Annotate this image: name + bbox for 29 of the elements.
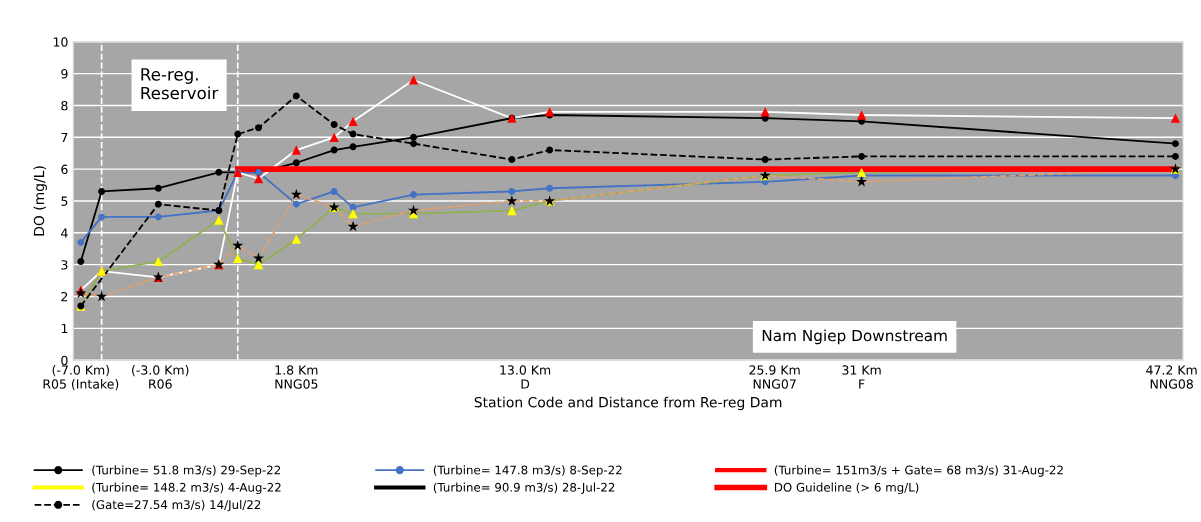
- legend-label: (Turbine= 151m3/s + Gate= 68 m3/s) 31-Aug-22: [774, 465, 1063, 477]
- legend-label: DO Guideline (> 6 mg/L): [774, 482, 919, 495]
- legend-label: (Turbine= 51.8 m3/s) 29-Sep-22: [92, 465, 281, 477]
- y-tick-label: 2: [61, 291, 68, 302]
- y-tick-label: 1: [61, 323, 68, 334]
- legend-label: (Turbine= 90.9 m3/s) 28-Jul-22: [433, 482, 615, 494]
- legend-label: (Gate=27.54 m3/s) 14/Jul/22: [92, 499, 261, 512]
- x-tick-label: (-7.0 Km) R05 (Intake): [43, 365, 119, 391]
- annotation: Nam Ngiep Downstream: [762, 329, 947, 345]
- x-axis-title: Station Code and Distance from Re-reg Dam: [474, 396, 782, 411]
- legend-label: (Turbine= 148.2 m3/s) 4-Aug-22: [92, 482, 281, 495]
- y-tick-label: 8: [61, 100, 68, 111]
- y-tick-label: 0: [61, 355, 68, 366]
- y-tick-label: 5: [61, 196, 68, 206]
- x-tick-label: 31 Km F: [842, 365, 881, 389]
- x-tick-label: 25.9 Km NNG07: [749, 365, 800, 389]
- x-tick-label: 47.2 Km NNG08: [1146, 365, 1197, 389]
- y-axis-title: DO (mg/L): [33, 166, 47, 236]
- y-tick-label: 10: [53, 37, 68, 47]
- legend-label: (Turbine= 147.8 m3/s) 8-Sep-22: [433, 465, 622, 477]
- annotation: Re-reg. Reservoir: [141, 68, 219, 100]
- y-tick-label: 6: [61, 164, 68, 175]
- y-tick-label: 3: [61, 260, 68, 270]
- y-tick-label: 4: [61, 228, 68, 238]
- y-tick-label: 7: [61, 132, 68, 143]
- x-tick-label: 13.0 Km D: [500, 365, 551, 389]
- y-tick-label: 9: [61, 69, 68, 79]
- x-tick-label: 1.8 Km NNG05: [275, 365, 318, 389]
- x-tick-label: (-3.0 Km) R06: [132, 365, 189, 389]
